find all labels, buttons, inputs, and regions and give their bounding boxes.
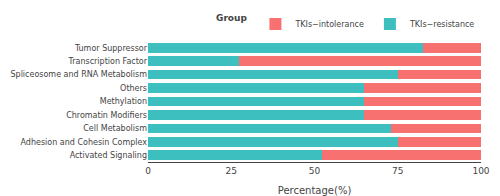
svg-text:Group: Group bbox=[216, 13, 247, 23]
svg-text:TKIs−intolerance: TKIs−intolerance bbox=[294, 20, 363, 29]
svg-text:Transcription Factor: Transcription Factor bbox=[68, 57, 148, 66]
svg-text:Chromatin Modifiers: Chromatin Modifiers bbox=[66, 111, 147, 120]
svg-text:Cell Metabolism: Cell Metabolism bbox=[83, 124, 147, 133]
svg-text:Others: Others bbox=[120, 84, 147, 93]
svg-text:25: 25 bbox=[226, 166, 237, 176]
svg-text:Tumor Suppressor: Tumor Suppressor bbox=[74, 44, 148, 53]
svg-text:0: 0 bbox=[145, 166, 151, 176]
svg-text:Methylation: Methylation bbox=[100, 97, 147, 106]
svg-text:TKIs−resistance: TKIs−resistance bbox=[409, 20, 474, 29]
svg-text:Percentage(%): Percentage(%) bbox=[278, 185, 352, 196]
svg-text:75: 75 bbox=[392, 166, 403, 176]
svg-text:Spliceosome and RNA Metabolism: Spliceosome and RNA Metabolism bbox=[10, 70, 147, 79]
svg-text:50: 50 bbox=[309, 166, 321, 176]
svg-text:100: 100 bbox=[472, 166, 489, 176]
svg-text:Activated Signaling: Activated Signaling bbox=[70, 151, 147, 160]
svg-text:Adhesion and Cohesin Complex: Adhesion and Cohesin Complex bbox=[21, 138, 148, 147]
